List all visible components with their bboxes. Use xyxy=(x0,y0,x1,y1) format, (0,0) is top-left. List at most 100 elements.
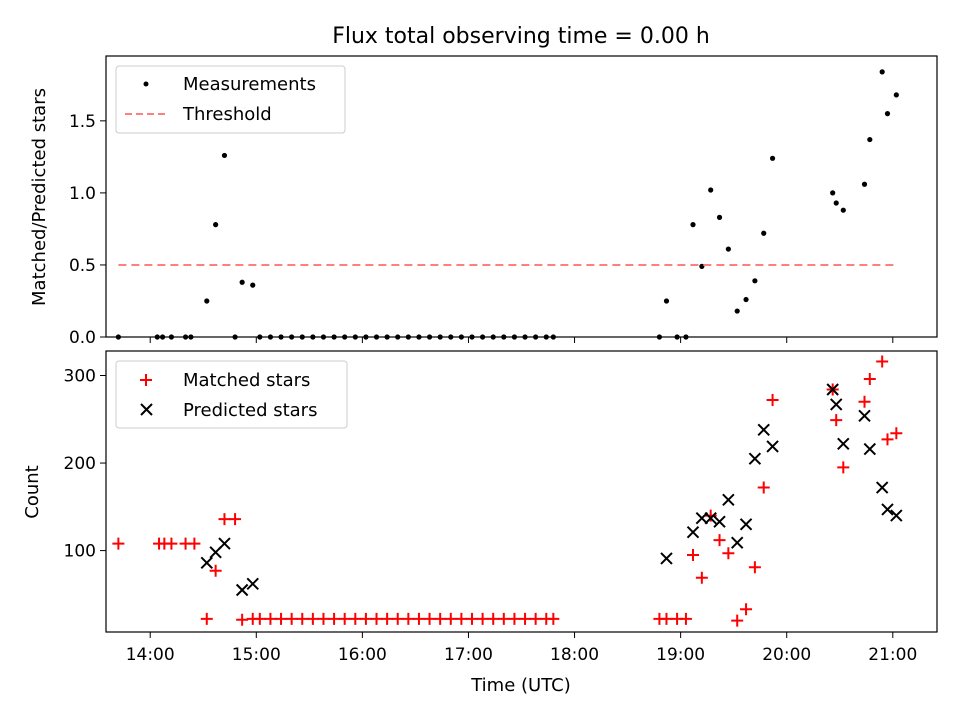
predicted-star-point xyxy=(732,537,743,548)
y-tick-label: 0.5 xyxy=(69,256,96,276)
y-tick-label: 1.0 xyxy=(69,184,96,204)
predicted-star-point xyxy=(247,578,258,589)
matched-star-point xyxy=(837,461,849,473)
x-tick-label: 14:00 xyxy=(126,645,175,665)
x-tick-label: 15:00 xyxy=(232,645,281,665)
measurement-point xyxy=(726,246,731,251)
x-tick-label: 17:00 xyxy=(444,645,493,665)
matched-star-point xyxy=(519,613,531,625)
matched-star-point xyxy=(530,613,542,625)
bottom-panel: 100200300 14:00 15:00 16:00 17:00 18:00 19:00… xyxy=(22,351,937,696)
matched-star-point xyxy=(830,414,842,426)
matched-star-point xyxy=(402,613,414,625)
matched-star-point xyxy=(286,613,298,625)
matched-star-point xyxy=(722,547,734,559)
predicted-star-point xyxy=(877,482,888,493)
matched-star-point xyxy=(445,613,457,625)
predicted-star-point xyxy=(749,453,760,464)
matched-star-point xyxy=(317,613,329,625)
matched-star-point xyxy=(455,613,467,625)
x-tick-label: 20:00 xyxy=(762,645,811,665)
measurement-point xyxy=(204,298,209,303)
measurement-point xyxy=(834,200,839,205)
matched-star-point xyxy=(236,614,248,626)
matched-star-point xyxy=(218,513,230,525)
x-tick-label: 21:00 xyxy=(868,645,917,665)
matched-star-point xyxy=(876,356,888,368)
measurement-point xyxy=(752,278,757,283)
x-tick-label: 19:00 xyxy=(656,645,705,665)
matched-star-point xyxy=(696,572,708,584)
measurement-point xyxy=(664,298,669,303)
y-tick-label: 300 xyxy=(64,367,96,387)
matched-star-point xyxy=(890,427,902,439)
predicted-star-point xyxy=(859,410,870,421)
predicted-star-point xyxy=(219,538,230,549)
matched-star-point xyxy=(328,613,340,625)
matched-star-point xyxy=(434,613,446,625)
legend-measurements-marker xyxy=(144,82,149,87)
measurement-point xyxy=(690,222,695,227)
matched-star-point xyxy=(864,373,876,385)
measurement-point xyxy=(743,297,748,302)
matched-star-point xyxy=(508,613,520,625)
predicted-star-point xyxy=(838,438,849,449)
measurement-point xyxy=(222,153,227,158)
predicted-star-point xyxy=(237,584,248,595)
y-tick-label: 100 xyxy=(64,542,96,562)
bottom-y-ticks: 100 200 300 xyxy=(64,367,106,562)
predicted-star-point xyxy=(201,557,212,568)
y-tick-label: 1.5 xyxy=(69,112,96,132)
matched-star-point xyxy=(264,613,276,625)
matched-star-point xyxy=(859,396,871,408)
predicted-star-point xyxy=(661,553,672,564)
predicted-star-point xyxy=(831,399,842,410)
measurement-point xyxy=(885,111,890,116)
predicted-star-point xyxy=(714,516,725,527)
matched-star-point xyxy=(487,613,499,625)
matched-star-point xyxy=(201,613,213,625)
legend-measurements-label: Measurements xyxy=(183,74,316,95)
measurement-point xyxy=(240,280,245,285)
matched-star-point xyxy=(229,513,241,525)
matched-star-point xyxy=(749,561,761,573)
matched-star-point xyxy=(254,613,266,625)
matched-star-point xyxy=(371,613,383,625)
predicted-star-point xyxy=(688,527,699,538)
legend-threshold-label: Threshold xyxy=(182,104,272,125)
matched-star-point xyxy=(498,613,510,625)
matched-star-point xyxy=(360,613,372,625)
predicted-star-point xyxy=(767,441,778,452)
matched-star-point xyxy=(296,613,308,625)
matched-star-point xyxy=(392,613,404,625)
measurement-point xyxy=(250,283,255,288)
matched-star-point xyxy=(731,615,743,627)
matched-star-point xyxy=(881,433,893,445)
measurement-point xyxy=(770,156,775,161)
matched-star-point xyxy=(466,613,478,625)
matched-star-point xyxy=(307,613,319,625)
matched-star-point xyxy=(740,603,752,615)
matched-star-point xyxy=(758,482,770,494)
matched-star-point xyxy=(165,538,177,550)
y-tick-label: 200 xyxy=(64,454,96,474)
matched-star-point xyxy=(477,613,489,625)
x-tick-label: 16:00 xyxy=(338,645,387,665)
legend-matched-label: Matched stars xyxy=(183,370,310,391)
bottom-x-ticks: 14:00 15:00 16:00 17:00 18:00 19:00 20:00 21:00 xyxy=(126,632,918,665)
matched-star-point xyxy=(680,613,692,625)
bottom-legend: Matched stars Predicted stars xyxy=(116,361,347,428)
chart-title: Flux total observing time = 0.00 h xyxy=(332,24,710,49)
measurement-point xyxy=(841,208,846,213)
measurement-point xyxy=(862,182,867,187)
matched-star-point xyxy=(767,394,779,406)
measurement-point xyxy=(867,137,872,142)
measurement-point xyxy=(894,92,899,97)
measurement-point xyxy=(213,222,218,227)
matched-star-point xyxy=(349,613,361,625)
matched-star-point xyxy=(112,538,124,550)
measurement-point xyxy=(717,215,722,220)
y-tick-label: 0.0 xyxy=(69,328,96,348)
measurement-point xyxy=(880,69,885,74)
matched-star-point xyxy=(381,613,393,625)
